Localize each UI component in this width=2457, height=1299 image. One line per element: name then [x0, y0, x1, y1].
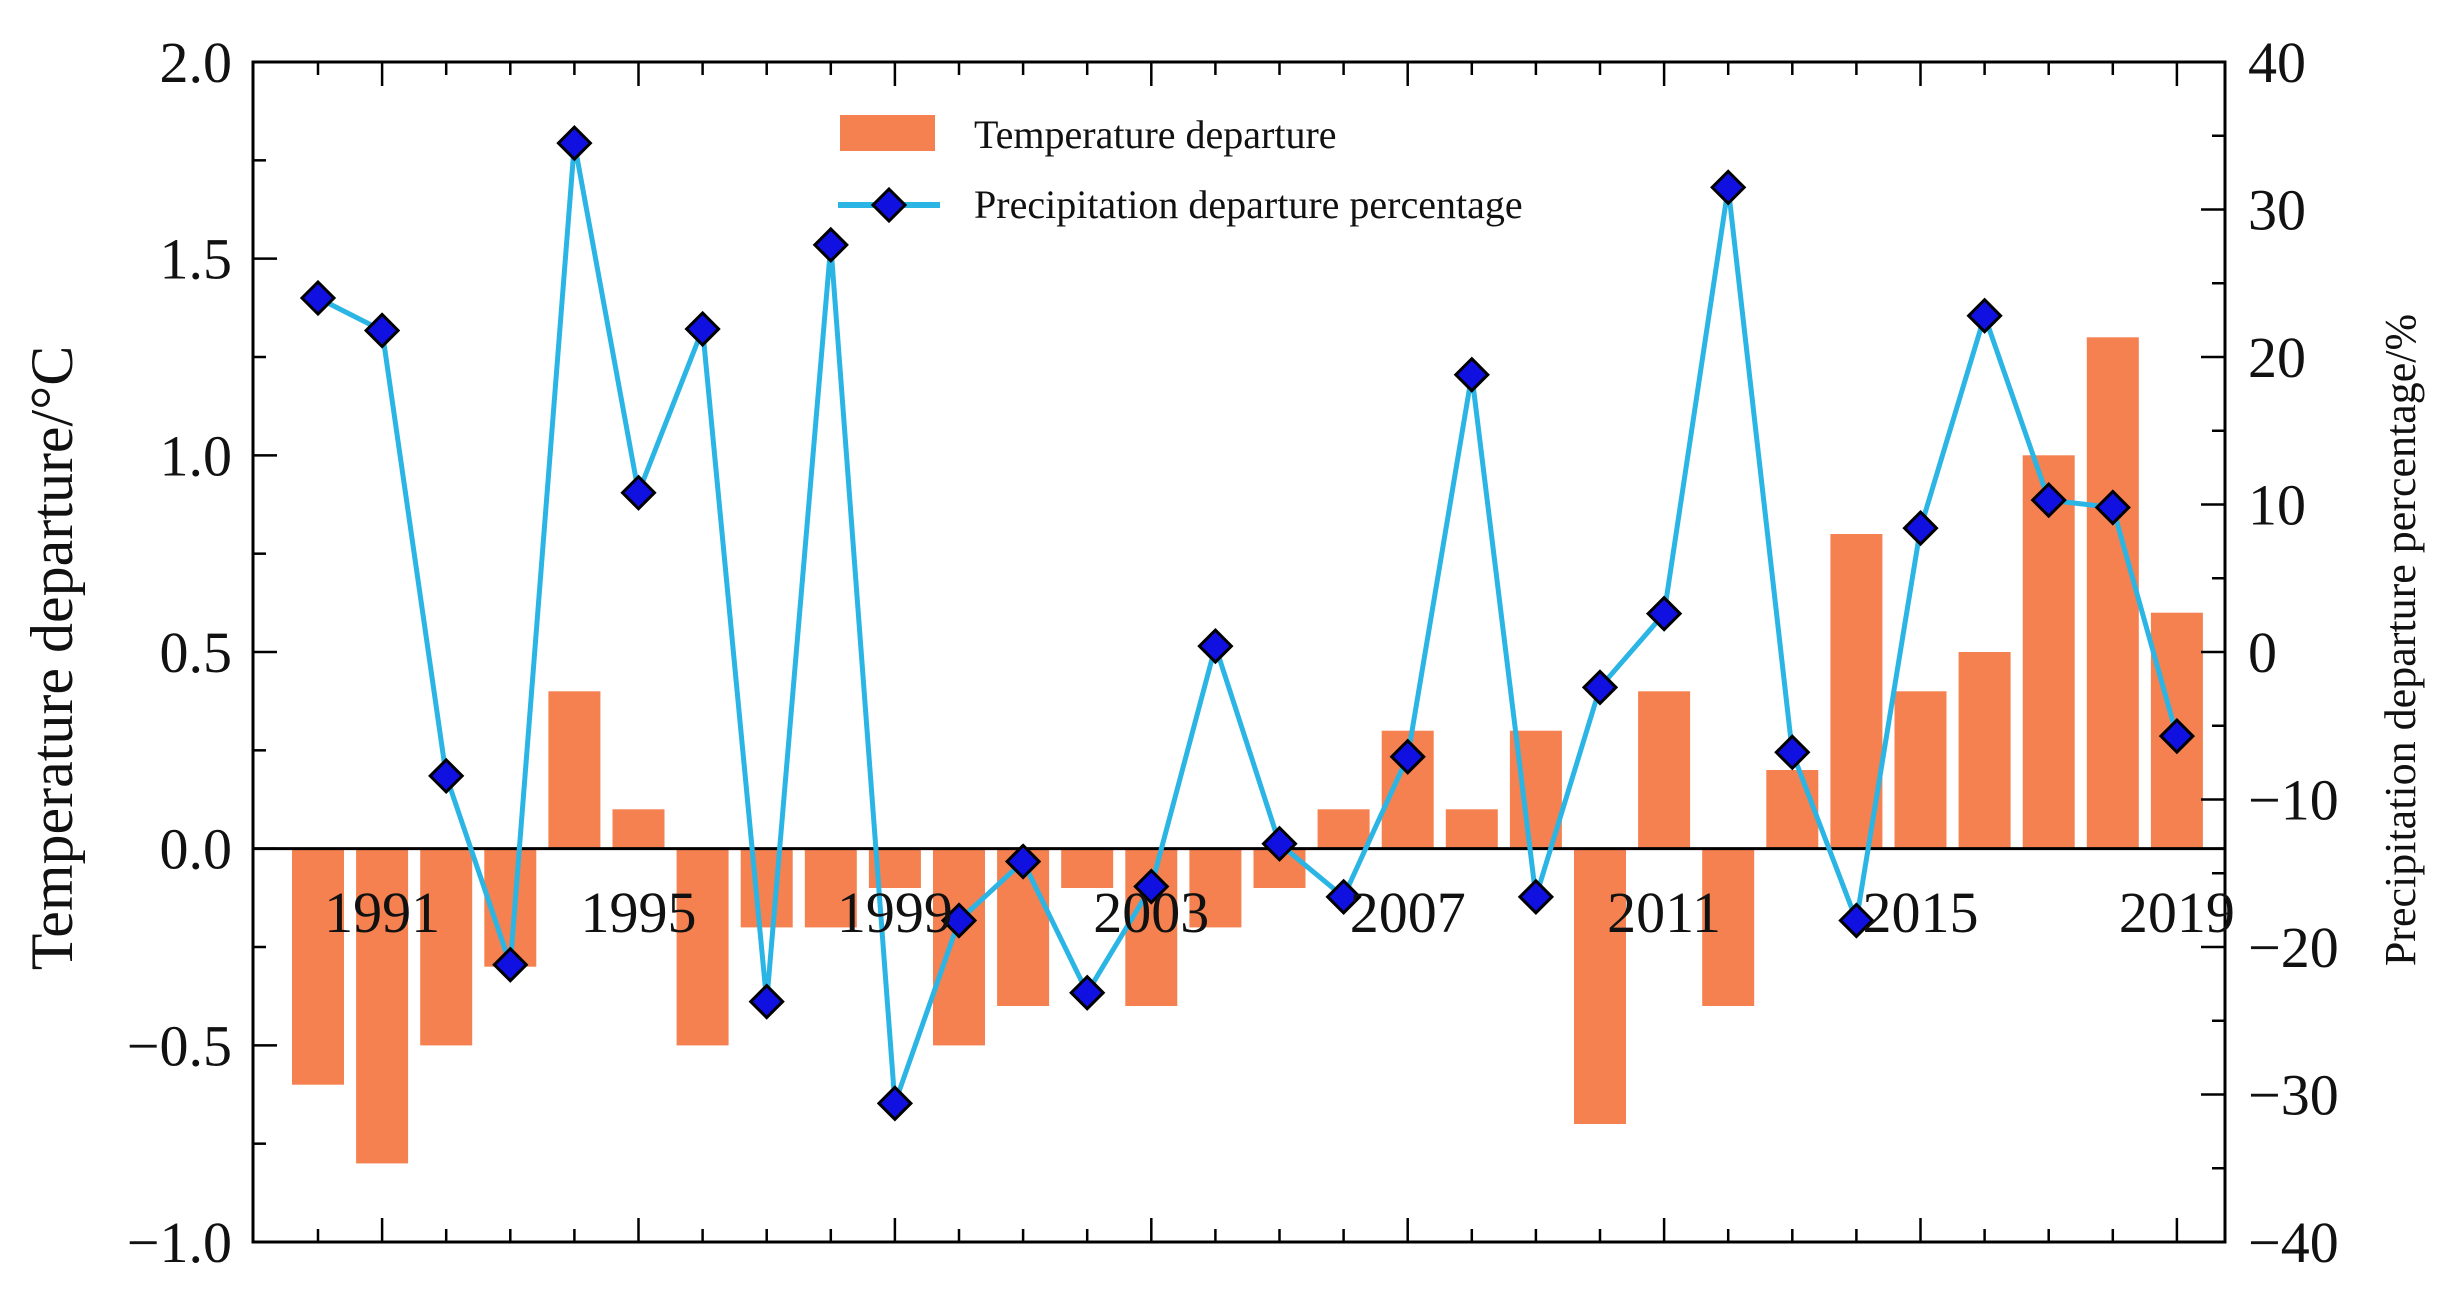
- x-tick-label: 1991: [324, 880, 440, 945]
- precipitation-marker-2016: [1966, 297, 2003, 334]
- precipitation-marker-1993: [492, 946, 529, 983]
- y-left-tick-label: −0.5: [127, 1013, 232, 1078]
- precipitation-marker-1997: [748, 983, 785, 1020]
- temperature-bar-2000: [933, 848, 985, 1046]
- y-right-tick-label: −40: [2248, 1210, 2339, 1275]
- y-left-tick-label: −1.0: [127, 1210, 232, 1275]
- plot-frame-rect: [251, 60, 2227, 1244]
- precipitation-polyline: [316, 140, 2180, 1106]
- temperature-bars: [292, 337, 2203, 1164]
- y-left-tick-label: 1.5: [160, 227, 233, 292]
- y-right-tick-label: −10: [2248, 768, 2339, 833]
- x-tick-label: 2007: [1350, 880, 1466, 945]
- temperature-bar-2012: [1702, 848, 1755, 1006]
- temperature-bar-1991: [356, 848, 409, 1164]
- precipitation-marker-2019: [2158, 717, 2196, 755]
- precipitation-marker-1998: [812, 226, 849, 264]
- precipitation-marker-1995: [620, 474, 657, 511]
- y-left-tick-label: 2.0: [160, 30, 233, 95]
- precipitation-marker-2013: [1774, 734, 1811, 771]
- precipitation-marker-1990: [299, 279, 337, 317]
- y-right-tick-label: 0: [2248, 620, 2277, 685]
- tick-labels: 2.0 1.5 1.0 0.5 0.0 −0.5 −1.0 40 30 20 10 0 −10 −20 −3…: [127, 30, 2339, 1275]
- temperature-bar-2004: [1189, 848, 1242, 928]
- temperature-bar-2010: [1574, 848, 1626, 1124]
- temperature-bar-2011: [1638, 691, 1691, 849]
- legend-swatch-precipitation-marker: [870, 186, 908, 224]
- temperature-bar-2006: [1317, 809, 1370, 849]
- temperature-bar-2015: [1894, 691, 1947, 849]
- temperature-bar-1996: [676, 848, 729, 1046]
- precipitation-marker-1999: [876, 1085, 914, 1122]
- temperature-bar-2002: [1061, 848, 1114, 888]
- plot-frame: [251, 60, 2227, 1244]
- temperature-bar-1992: [420, 848, 473, 1046]
- legend-label-temperature: Temperature departure: [974, 112, 1337, 157]
- x-tick-label: 1995: [581, 880, 697, 945]
- temperature-bar-2014: [1830, 534, 1883, 849]
- legend: Temperature departure Precipitation depa…: [838, 112, 1523, 227]
- y-left-tick-label: 0.5: [160, 620, 233, 685]
- y-left-tick-label: 0.0: [160, 817, 233, 882]
- precipitation-marker-2009: [1517, 878, 1555, 915]
- precipitation-marker-2002: [1069, 974, 1106, 1011]
- temperature-bar-1990: [292, 848, 344, 1085]
- precipitation-marker-1996: [684, 310, 721, 348]
- y-axis-left-title: Temperature departure/°C: [19, 346, 85, 971]
- precipitation-marker-2007: [1389, 738, 1426, 775]
- temperature-bar-1995: [612, 809, 665, 849]
- precipitation-marker-2006: [1325, 878, 1362, 915]
- x-tick-label: 2011: [1607, 880, 1721, 945]
- precipitation-marker-2001: [1004, 843, 1042, 880]
- precipitation-marker-2018: [2094, 489, 2131, 526]
- legend-swatch-temperature: [840, 115, 935, 151]
- x-tick-label: 2019: [2119, 880, 2235, 945]
- y-right-tick-label: 40: [2248, 30, 2306, 95]
- x-tick-label: 2003: [1093, 880, 1209, 945]
- precipitation-marker-2014: [1838, 902, 1875, 939]
- precipitation-marker-2010: [1581, 669, 1619, 706]
- x-tick-label: 2015: [1863, 880, 1979, 945]
- x-tick-label: 1999: [837, 880, 953, 945]
- temperature-bar-2016: [1958, 652, 2011, 849]
- precipitation-marker-1994: [556, 125, 593, 162]
- precipitation-markers: [299, 125, 2196, 1122]
- precipitation-marker-2005: [1261, 825, 1298, 862]
- temperature-bar-1997: [740, 848, 793, 928]
- y-right-tick-label: 10: [2248, 473, 2306, 538]
- precipitation-marker-1991: [363, 312, 401, 349]
- temperature-bar-2008: [1445, 809, 1498, 849]
- precipitation-marker-2012: [1710, 169, 1747, 206]
- temperature-bar-1994: [548, 691, 601, 849]
- y-left-tick-label: 1.0: [160, 423, 233, 488]
- temperature-bar-1998: [804, 848, 857, 928]
- precipitation-marker-2011: [1645, 595, 1683, 632]
- precipitation-marker-2015: [1902, 509, 1939, 547]
- precipitation-marker-2003: [1133, 868, 1170, 905]
- temperature-bar-2013: [1766, 770, 1819, 849]
- y-right-tick-label: 30: [2248, 178, 2306, 243]
- y-right-tick-label: −20: [2248, 915, 2339, 980]
- temperature-bar-2018: [2086, 337, 2139, 849]
- precipitation-marker-1992: [428, 757, 465, 795]
- y-right-tick-label: 20: [2248, 325, 2306, 390]
- y-axis-right-title: Precipitation departure percentage/%: [2376, 314, 2425, 966]
- precipitation-marker-2008: [1453, 356, 1490, 393]
- precipitation-marker-2004: [1197, 627, 1234, 665]
- axis-ticks: [253, 60, 2225, 1244]
- precipitation-line: [316, 140, 2180, 1106]
- precipitation-marker-2000: [940, 902, 978, 939]
- legend-label-precipitation: Precipitation departure percentage: [974, 182, 1523, 227]
- precipitation-marker-2017: [2030, 481, 2067, 519]
- y-right-tick-label: −30: [2248, 1063, 2339, 1128]
- temperature-bar-2017: [2022, 455, 2075, 849]
